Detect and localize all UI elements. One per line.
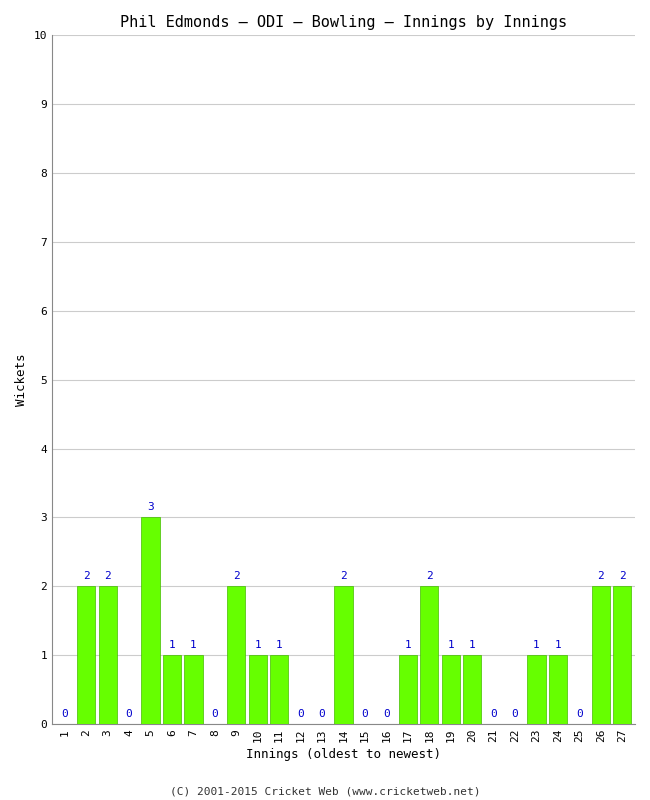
Bar [163, 655, 181, 724]
Text: 2: 2 [233, 571, 240, 581]
Bar [527, 655, 545, 724]
Bar [549, 655, 567, 724]
Bar [420, 586, 438, 724]
Title: Phil Edmonds – ODI – Bowling – Innings by Innings: Phil Edmonds – ODI – Bowling – Innings b… [120, 15, 567, 30]
Text: 0: 0 [512, 709, 518, 718]
Bar [227, 586, 246, 724]
Text: 2: 2 [83, 571, 90, 581]
Bar [77, 586, 96, 724]
Bar [248, 655, 266, 724]
Bar [613, 586, 631, 724]
Text: 0: 0 [61, 709, 68, 718]
Text: 2: 2 [104, 571, 111, 581]
Text: 0: 0 [297, 709, 304, 718]
Text: 1: 1 [447, 640, 454, 650]
Text: 0: 0 [211, 709, 218, 718]
Text: 0: 0 [361, 709, 369, 718]
Bar [441, 655, 460, 724]
Text: 2: 2 [597, 571, 604, 581]
Bar [592, 586, 610, 724]
Text: 2: 2 [619, 571, 625, 581]
Text: 1: 1 [276, 640, 283, 650]
Text: 2: 2 [426, 571, 433, 581]
Bar [270, 655, 288, 724]
Text: 2: 2 [340, 571, 347, 581]
Bar [142, 518, 160, 724]
Bar [334, 586, 352, 724]
Text: 1: 1 [190, 640, 197, 650]
Bar [185, 655, 203, 724]
X-axis label: Innings (oldest to newest): Innings (oldest to newest) [246, 748, 441, 761]
Text: (C) 2001-2015 Cricket Web (www.cricketweb.net): (C) 2001-2015 Cricket Web (www.cricketwe… [170, 786, 480, 796]
Text: 0: 0 [490, 709, 497, 718]
Text: 1: 1 [469, 640, 475, 650]
Text: 0: 0 [576, 709, 582, 718]
Text: 0: 0 [383, 709, 390, 718]
Text: 1: 1 [554, 640, 561, 650]
Text: 0: 0 [318, 709, 326, 718]
Bar [99, 586, 117, 724]
Text: 1: 1 [254, 640, 261, 650]
Text: 1: 1 [533, 640, 540, 650]
Text: 1: 1 [404, 640, 411, 650]
Bar [398, 655, 417, 724]
Text: 3: 3 [147, 502, 154, 512]
Text: 0: 0 [125, 709, 133, 718]
Text: 1: 1 [168, 640, 176, 650]
Y-axis label: Wickets: Wickets [15, 354, 28, 406]
Bar [463, 655, 481, 724]
